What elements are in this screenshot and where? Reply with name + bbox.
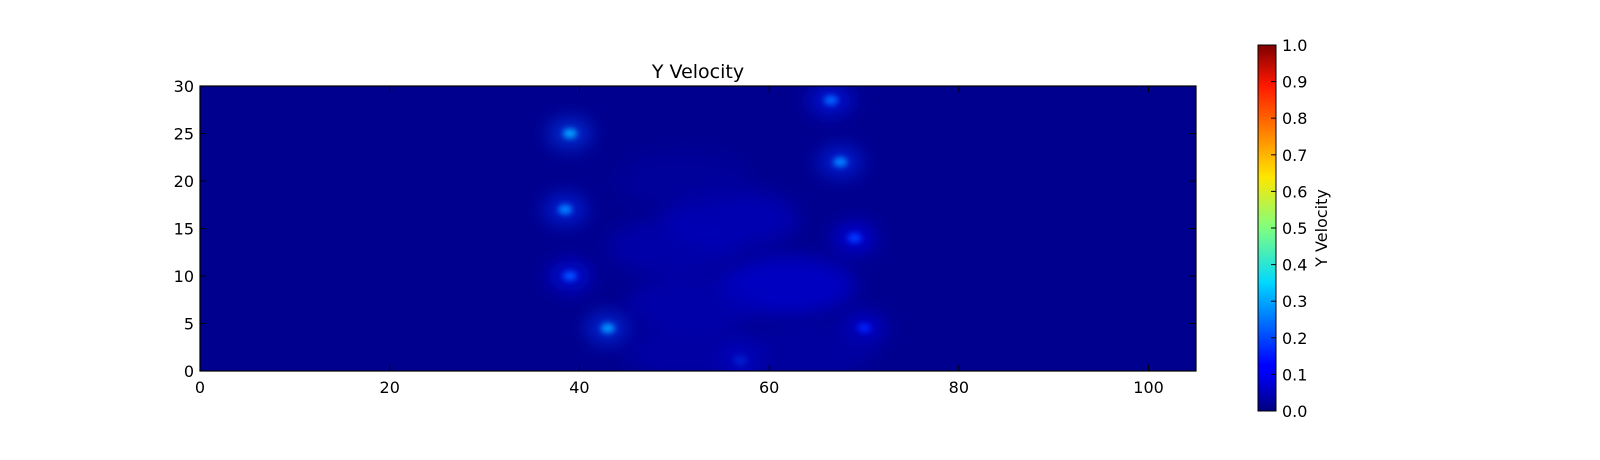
heatmap-feature <box>818 146 863 178</box>
y-tick-label: 25 <box>174 125 194 144</box>
x-tick-label: 40 <box>569 378 589 397</box>
heatmap-feature <box>616 151 751 211</box>
x-axis: 0 20 40 60 80 100 <box>195 86 1164 397</box>
heatmap-feature <box>832 222 877 254</box>
colorbar-tick-label: 0.0 <box>1282 402 1307 421</box>
colorbar-tick-label: 0.3 <box>1282 292 1307 311</box>
heatmap-feature <box>739 322 875 371</box>
colorbar-axis: 0.0 0.1 0.2 0.3 0.4 0.5 0.6 0.7 0.8 0.9 1.0 <box>1271 36 1307 421</box>
colorbar-label: Y Velocity <box>1312 189 1331 268</box>
x-tick-label: 20 <box>380 378 400 397</box>
heatmap-feature <box>607 218 742 277</box>
y-axis: 0 5 10 15 20 25 30 <box>174 77 1196 381</box>
colorbar-tick-label: 0.7 <box>1282 146 1307 165</box>
y-tick-label: 30 <box>174 77 194 96</box>
colorbar-tick-label: 0.9 <box>1282 73 1307 92</box>
x-tick-label: 80 <box>949 378 969 397</box>
colorbar-tick-label: 0.2 <box>1282 329 1307 348</box>
heatmap-feature <box>547 118 592 149</box>
heatmap-features <box>543 86 886 371</box>
colorbar-tick-label: 0.4 <box>1282 256 1307 275</box>
colorbar-tick-label: 0.5 <box>1282 219 1307 238</box>
y-tick-label: 15 <box>174 220 194 239</box>
x-tick-label: 100 <box>1133 378 1164 397</box>
x-tick-label: 60 <box>759 378 779 397</box>
x-tick-label: 0 <box>195 378 205 397</box>
heatmap-feature <box>808 86 853 116</box>
heatmap-feature <box>543 194 588 225</box>
y-tick-label: 5 <box>184 315 194 334</box>
heatmap-feature <box>626 275 761 334</box>
heatmap-feature <box>626 322 761 371</box>
colorbar-tick-label: 0.1 <box>1282 365 1307 384</box>
y-tick-label: 20 <box>174 172 194 191</box>
y-tick-label: 10 <box>174 267 194 286</box>
y-tick-label: 0 <box>184 362 194 381</box>
heatmap-feature <box>547 260 592 292</box>
colorbar-tick-label: 1.0 <box>1282 36 1307 55</box>
heatmap-feature <box>585 312 630 344</box>
colorbar-tick-label: 0.8 <box>1282 109 1307 128</box>
chart-title: Y Velocity <box>651 61 744 83</box>
colorbar-tick-label: 0.6 <box>1282 182 1307 201</box>
